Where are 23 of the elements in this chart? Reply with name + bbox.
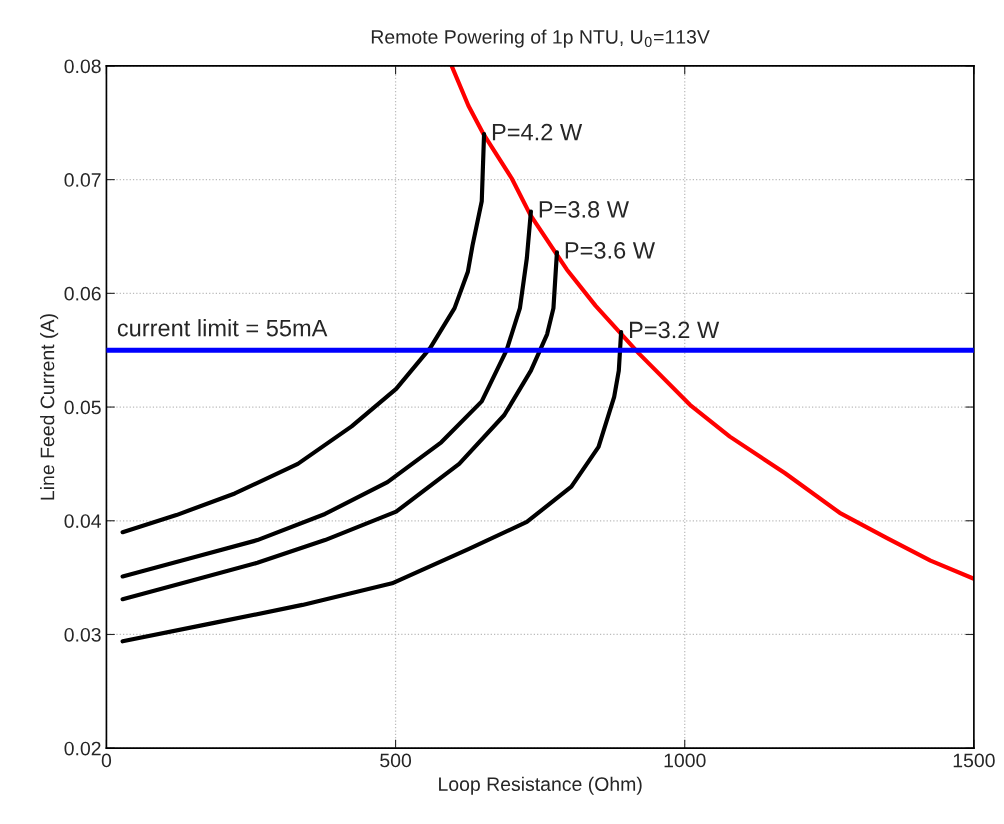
chart-title: Remote Powering of 1p NTU, U$_{0}$=113V — [371, 29, 710, 48]
annotation: P=3.8 W — [539, 201, 629, 218]
y-tick-label: 0.06 — [64, 286, 101, 301]
y-tick-label: 0.08 — [64, 59, 101, 74]
y-tick-label: 0.05 — [64, 400, 101, 415]
y-tick-label: 0.04 — [64, 514, 101, 528]
x-tick-label: 0 — [101, 753, 112, 768]
line-series — [120, 132, 487, 535]
line-series — [449, 65, 974, 581]
x-tick-label: 1500 — [953, 753, 995, 768]
line-series — [120, 209, 533, 579]
y-axis-title: Line Feed Current (A) — [40, 314, 59, 500]
ref-line-label: current limit = 55mA — [117, 319, 328, 337]
y-tick-label: 0.02 — [64, 741, 101, 756]
x-tick-label: 1000 — [664, 753, 706, 768]
x-tick-label: 500 — [380, 753, 412, 768]
annotation: P=4.2 W — [492, 123, 583, 141]
y-tick-label: 0.07 — [64, 173, 101, 187]
line-series — [120, 250, 560, 602]
annotation: P=3.6 W — [565, 242, 655, 259]
annotation: P=3.2 W — [630, 321, 720, 339]
y-tick-label: 0.03 — [64, 627, 101, 642]
x-axis-title: Loop Resistance (Ohm) — [439, 776, 642, 795]
